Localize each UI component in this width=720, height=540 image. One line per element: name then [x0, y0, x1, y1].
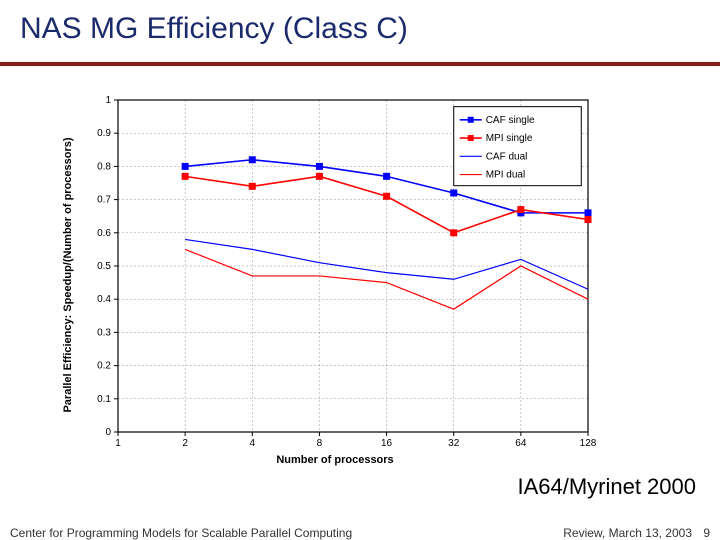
svg-text:0.3: 0.3 [97, 327, 111, 338]
svg-text:0.9: 0.9 [97, 128, 111, 139]
efficiency-chart: Parallel Efficiency: Speedup/(Number of … [70, 90, 600, 460]
y-axis-label: Parallel Efficiency: Speedup/(Number of … [62, 137, 74, 412]
svg-text:MPI single: MPI single [486, 133, 533, 144]
svg-text:0.1: 0.1 [97, 394, 111, 405]
svg-text:MPI dual: MPI dual [486, 170, 525, 181]
svg-text:32: 32 [448, 438, 460, 449]
svg-text:16: 16 [381, 438, 393, 449]
svg-text:0: 0 [105, 427, 111, 438]
footer-left: Center for Programming Models for Scalab… [10, 526, 352, 540]
x-axis-label: Number of processors [276, 454, 393, 466]
svg-text:0.4: 0.4 [97, 294, 111, 305]
svg-text:0.7: 0.7 [97, 195, 111, 206]
svg-text:1: 1 [115, 438, 121, 449]
svg-text:CAF single: CAF single [486, 115, 535, 126]
title-underline [0, 62, 720, 66]
svg-text:0.5: 0.5 [97, 261, 111, 272]
platform-subtitle: IA64/Myrinet 2000 [517, 474, 696, 500]
svg-text:128: 128 [580, 438, 597, 449]
svg-text:2: 2 [182, 438, 188, 449]
chart-svg: 1 2 4 8 16 32 64 128 0 0.1 0.2 0.3 0.4 0.5 0.6 0.7 0.8 0.… [70, 90, 600, 460]
slide-title: NAS MG Efficiency (Class C) [20, 12, 408, 46]
svg-text:8: 8 [317, 438, 323, 449]
svg-text:64: 64 [515, 438, 527, 449]
footer-right: Review, March 13, 2003 [563, 526, 692, 540]
svg-text:CAF dual: CAF dual [486, 151, 528, 162]
svg-text:0.6: 0.6 [97, 228, 111, 239]
svg-text:0.2: 0.2 [97, 361, 111, 372]
svg-text:1: 1 [105, 95, 111, 106]
footer-page: 9 [703, 526, 710, 540]
svg-text:4: 4 [250, 438, 256, 449]
svg-text:0.8: 0.8 [97, 161, 111, 172]
